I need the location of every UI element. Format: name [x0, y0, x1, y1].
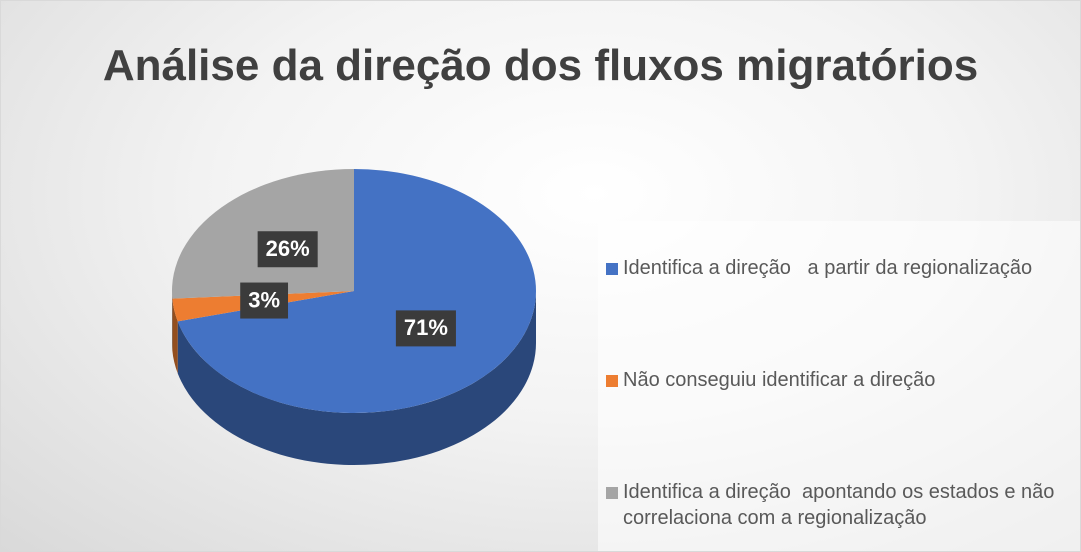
legend-swatch: [606, 487, 618, 499]
data-label-box: [240, 282, 289, 319]
data-label-text: 26%: [266, 236, 310, 261]
data-label-box: [257, 231, 318, 268]
data-label-text: 71%: [404, 315, 448, 340]
pie-slice: [177, 169, 536, 413]
data-label-text: 3%: [248, 287, 280, 312]
data-label-box: [395, 310, 456, 347]
legend-item: Identifica a direção apontando os estado…: [606, 479, 1081, 531]
slice-side: [177, 291, 536, 465]
chart-title: Análise da direção dos fluxos migratório…: [102, 41, 979, 90]
legend-label: Identifica a direção apontando os estado…: [623, 481, 1060, 529]
legend-item: Identifica a direção a partir da regiona…: [606, 255, 1081, 281]
data-label: 71%: [395, 310, 456, 347]
legend-label: Identifica a direção a partir da regiona…: [623, 257, 1033, 279]
data-label: 26%: [257, 231, 318, 268]
legend-swatch: [606, 375, 618, 387]
legend-item: Não conseguiu identificar a direção: [606, 367, 1081, 393]
slice-side: [172, 298, 178, 374]
data-label: 3%: [240, 282, 289, 319]
legend-swatch: [606, 263, 618, 275]
legend: Identifica a direção a partir da regiona…: [598, 221, 1080, 551]
legend-label: Não conseguiu identificar a direção: [623, 369, 936, 391]
